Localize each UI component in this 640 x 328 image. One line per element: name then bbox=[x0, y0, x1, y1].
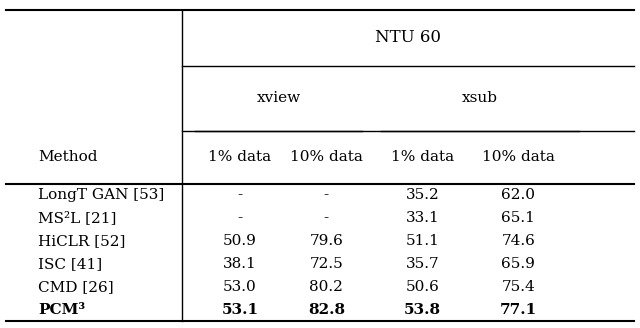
Text: 50.6: 50.6 bbox=[406, 280, 439, 294]
Text: 74.6: 74.6 bbox=[502, 234, 535, 248]
Text: 35.2: 35.2 bbox=[406, 188, 439, 202]
Text: 10% data: 10% data bbox=[290, 151, 363, 164]
Text: 35.7: 35.7 bbox=[406, 257, 439, 271]
Text: 53.8: 53.8 bbox=[404, 303, 441, 317]
Text: 75.4: 75.4 bbox=[502, 280, 535, 294]
Text: 72.5: 72.5 bbox=[310, 257, 343, 271]
Text: xview: xview bbox=[257, 92, 300, 105]
Text: 53.1: 53.1 bbox=[221, 303, 259, 317]
Text: xsub: xsub bbox=[462, 92, 498, 105]
Text: -: - bbox=[237, 188, 243, 202]
Text: 65.1: 65.1 bbox=[502, 211, 535, 225]
Text: 80.2: 80.2 bbox=[310, 280, 343, 294]
Text: HiCLR [52]: HiCLR [52] bbox=[38, 234, 126, 248]
Text: 65.9: 65.9 bbox=[502, 257, 535, 271]
Text: MS²L [21]: MS²L [21] bbox=[38, 211, 116, 225]
Text: NTU 60: NTU 60 bbox=[375, 29, 441, 46]
Text: LongT GAN [53]: LongT GAN [53] bbox=[38, 188, 164, 202]
Text: 53.0: 53.0 bbox=[223, 280, 257, 294]
Text: 51.1: 51.1 bbox=[406, 234, 439, 248]
Text: -: - bbox=[324, 211, 329, 225]
Text: 50.9: 50.9 bbox=[223, 234, 257, 248]
Text: -: - bbox=[324, 188, 329, 202]
Text: 38.1: 38.1 bbox=[223, 257, 257, 271]
Text: 79.6: 79.6 bbox=[310, 234, 343, 248]
Text: PCM³: PCM³ bbox=[38, 303, 86, 317]
Text: 77.1: 77.1 bbox=[500, 303, 537, 317]
Text: 1% data: 1% data bbox=[391, 151, 454, 164]
Text: Method: Method bbox=[38, 151, 98, 164]
Text: 1% data: 1% data bbox=[209, 151, 271, 164]
Text: 33.1: 33.1 bbox=[406, 211, 439, 225]
Text: 10% data: 10% data bbox=[482, 151, 555, 164]
Text: ISC [41]: ISC [41] bbox=[38, 257, 102, 271]
Text: CMD [26]: CMD [26] bbox=[38, 280, 114, 294]
Text: 62.0: 62.0 bbox=[501, 188, 536, 202]
Text: 82.8: 82.8 bbox=[308, 303, 345, 317]
Text: -: - bbox=[237, 211, 243, 225]
